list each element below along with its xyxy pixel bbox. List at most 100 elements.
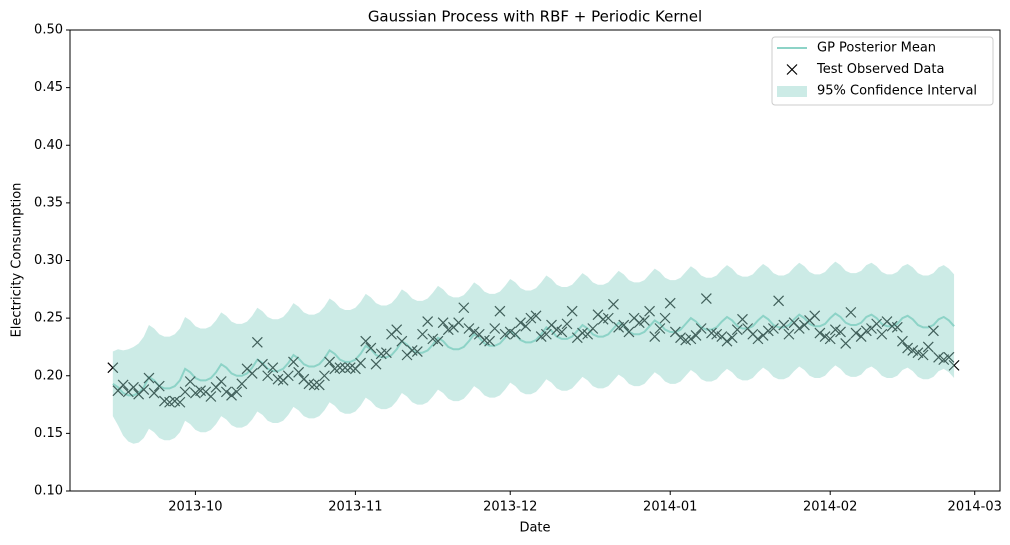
y-tick-label: 0.50 xyxy=(34,23,63,38)
marker xyxy=(324,356,336,368)
chart-title: Gaussian Process with RBF + Periodic Ker… xyxy=(368,8,702,26)
legend-label: Test Observed Data xyxy=(816,62,944,77)
marker xyxy=(695,323,707,334)
marker xyxy=(148,387,160,399)
marker xyxy=(107,362,119,374)
marker xyxy=(809,310,821,322)
marker xyxy=(608,298,619,310)
marker xyxy=(737,313,748,325)
x-tick-label: 2013-11 xyxy=(328,500,382,515)
marker xyxy=(422,316,434,328)
marker xyxy=(927,325,939,337)
marker xyxy=(226,389,237,401)
marker xyxy=(644,305,655,317)
mean-line xyxy=(112,312,955,397)
marker xyxy=(411,346,423,357)
legend-patch xyxy=(777,86,807,97)
marker xyxy=(220,386,232,398)
marker xyxy=(143,372,155,384)
marker xyxy=(293,366,305,378)
marker xyxy=(117,379,129,391)
marker xyxy=(773,295,785,307)
legend-label: GP Posterior Mean xyxy=(817,41,936,56)
legend-label: 95% Confidence Interval xyxy=(817,84,977,99)
marker xyxy=(943,351,955,363)
marker xyxy=(184,376,196,387)
marker xyxy=(267,362,279,374)
marker xyxy=(484,335,496,347)
marker xyxy=(458,302,470,314)
marker xyxy=(417,328,428,340)
marker xyxy=(262,370,274,382)
marker xyxy=(370,358,382,370)
marker xyxy=(587,323,599,334)
x-tick-label: 2014-02 xyxy=(803,500,857,515)
marker xyxy=(726,332,738,344)
marker xyxy=(700,293,712,304)
x-tick-label: 2014-03 xyxy=(948,500,1002,515)
marker xyxy=(917,349,929,361)
marker xyxy=(319,370,330,382)
marker xyxy=(876,328,888,340)
marker xyxy=(334,362,346,374)
marker xyxy=(236,378,248,390)
marker xyxy=(850,327,862,339)
marker xyxy=(355,357,366,369)
marker xyxy=(530,310,542,322)
marker xyxy=(174,396,186,408)
y-tick-label: 0.15 xyxy=(34,426,63,441)
plot-area xyxy=(107,261,960,444)
marker xyxy=(215,376,227,387)
confidence-band xyxy=(112,261,955,444)
marker xyxy=(257,358,268,370)
marker xyxy=(721,335,733,347)
marker xyxy=(494,305,506,317)
x-tick-label: 2014-01 xyxy=(643,500,697,515)
marker xyxy=(623,326,635,338)
marker xyxy=(380,347,392,359)
marker xyxy=(654,323,666,334)
y-tick-label: 0.40 xyxy=(34,138,63,153)
marker xyxy=(360,335,372,347)
marker xyxy=(793,323,805,334)
marker xyxy=(685,333,697,345)
marker xyxy=(453,317,465,329)
marker xyxy=(786,64,798,75)
marker xyxy=(128,381,139,393)
legend-box xyxy=(771,36,994,106)
legend: GP Posterior Mean Test Observed Data 95% C… xyxy=(771,36,994,106)
y-axis-label: Electricity Consumption xyxy=(10,183,25,338)
marker xyxy=(520,320,532,332)
marker xyxy=(618,319,630,331)
marker xyxy=(835,326,846,338)
marker xyxy=(922,341,934,353)
marker xyxy=(556,326,568,338)
marker xyxy=(515,317,526,329)
marker xyxy=(891,321,903,333)
marker xyxy=(659,312,671,324)
marker xyxy=(509,328,521,340)
marker xyxy=(731,324,743,336)
marker xyxy=(365,342,377,354)
marker xyxy=(783,328,795,340)
marker xyxy=(768,323,779,334)
marker xyxy=(638,315,650,326)
marker xyxy=(871,318,883,330)
marker xyxy=(690,329,702,341)
marker xyxy=(179,386,191,398)
y-tick-label: 0.25 xyxy=(34,311,63,326)
y-tick-label: 0.20 xyxy=(34,368,63,383)
marker xyxy=(561,318,573,330)
marker xyxy=(437,317,449,329)
marker xyxy=(251,336,263,348)
marker xyxy=(282,370,294,382)
marker xyxy=(489,323,501,334)
marker xyxy=(153,380,165,392)
marker xyxy=(649,331,661,342)
y-tick-label: 0.45 xyxy=(34,80,63,95)
x-tick-label: 2013-12 xyxy=(483,500,537,515)
y-tick-label: 0.35 xyxy=(34,195,63,210)
marker xyxy=(752,333,764,345)
marker xyxy=(948,359,960,371)
